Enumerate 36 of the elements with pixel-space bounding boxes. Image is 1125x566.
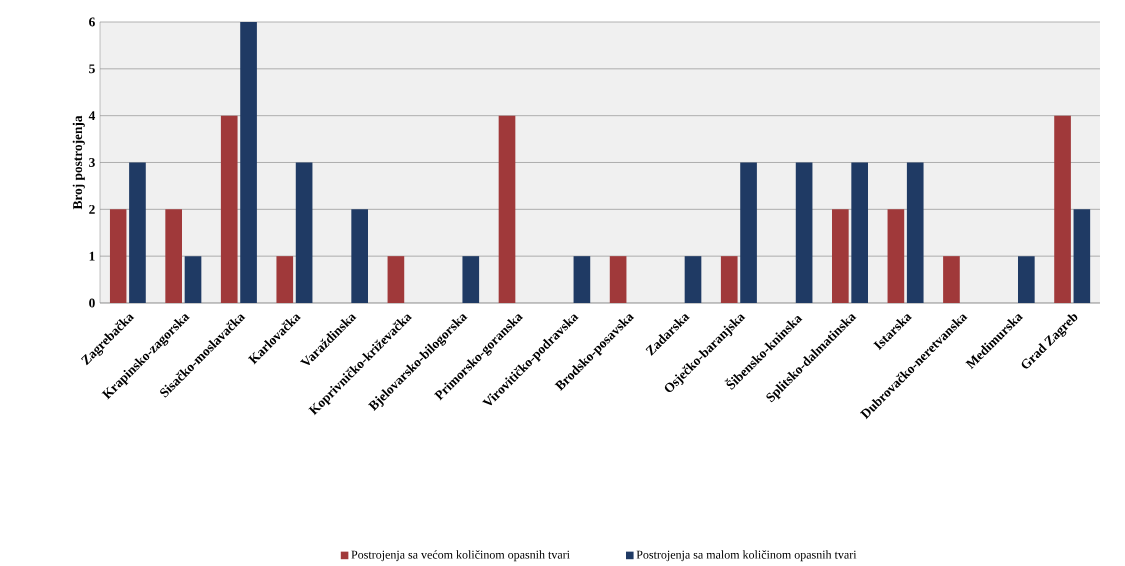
bar [109, 209, 127, 303]
bar [165, 209, 182, 303]
y-tick-label: 0 [89, 298, 95, 308]
y-axis-title: Broj postrojenja [72, 115, 85, 210]
bar [1018, 256, 1035, 303]
bar [832, 209, 849, 303]
bar [795, 162, 813, 303]
y-tick-label: 2 [89, 204, 95, 214]
legend-label: Postrojenja sa malom količinom opasnih tvari [636, 550, 857, 562]
bar [1054, 115, 1071, 303]
y-tick-label: 1 [89, 251, 95, 261]
bar [276, 256, 294, 303]
bar [498, 115, 516, 303]
bar [387, 256, 405, 303]
bar [129, 162, 146, 303]
bar [906, 162, 924, 303]
y-tick-label: 3 [89, 158, 95, 167]
bar [462, 256, 480, 303]
bar [184, 256, 202, 303]
legend-label: Postrojenja sa većom količinom opasnih tvari [351, 550, 570, 562]
bar [851, 162, 868, 303]
bar [351, 209, 368, 303]
bar [1073, 209, 1091, 303]
bar [573, 256, 591, 303]
y-tick-label: 4 [88, 111, 96, 121]
bar [684, 256, 702, 303]
y-tick-label: 6 [89, 17, 95, 27]
bar [295, 162, 313, 303]
bar [887, 209, 905, 303]
bar [240, 22, 257, 303]
bar [609, 256, 627, 303]
bar [740, 162, 757, 303]
bar [943, 256, 960, 303]
bar [720, 256, 738, 303]
y-tick-label: 5 [89, 64, 95, 74]
bar [220, 115, 238, 303]
